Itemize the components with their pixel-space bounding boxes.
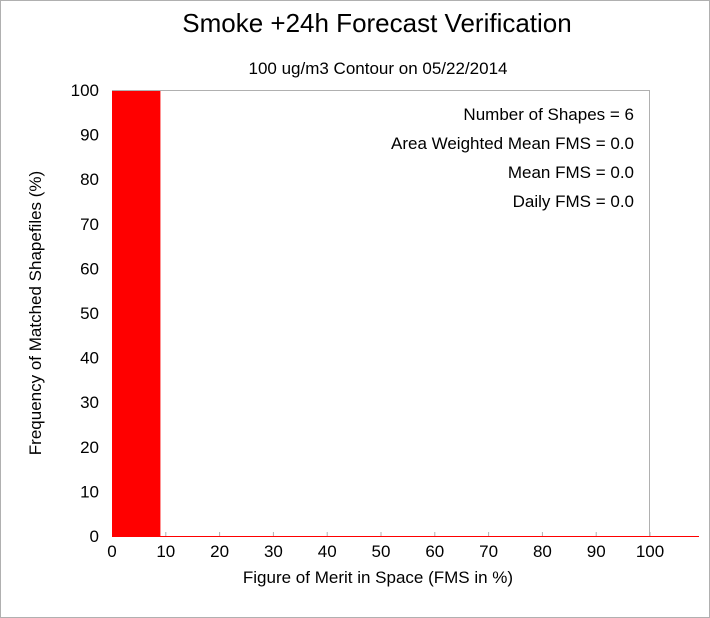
x-tick-label: 30 <box>264 542 283 561</box>
y-tick-label: 10 <box>80 482 99 501</box>
x-tick-label: 90 <box>587 542 606 561</box>
y-tick-label: 90 <box>80 126 99 145</box>
x-tick-label: 50 <box>372 542 391 561</box>
x-tick-label: 10 <box>156 542 175 561</box>
stats-annotations: Number of Shapes = 6 Area Weighted Mean … <box>391 100 634 216</box>
y-tick-label: 60 <box>80 259 99 278</box>
y-tick-label: 20 <box>80 438 99 457</box>
y-tick-label: 0 <box>90 527 99 546</box>
x-axis-label: Figure of Merit in Space (FMS in %) <box>242 568 514 587</box>
annotation-area-weighted-mean-fms: Area Weighted Mean FMS = 0.0 <box>390 134 634 153</box>
chart-title: Smoke +24h Forecast Verification <box>182 8 572 38</box>
chart-subtitle: 100 ug/m3 Contour on 05/22/2014 <box>248 59 508 78</box>
y-tick-label: 30 <box>80 393 99 412</box>
annotation-mean-fms: Mean FMS = 0.0 <box>507 163 634 182</box>
y-tick-label: 100 <box>71 81 99 100</box>
y-tick-label: 80 <box>80 170 99 189</box>
y-tick-label: 40 <box>80 349 99 368</box>
x-tick-label: 0 <box>107 542 116 561</box>
x-tick-label: 40 <box>318 542 337 561</box>
axes-layer <box>112 90 650 536</box>
x-tick-label: 60 <box>425 542 444 561</box>
x-tick-label: 80 <box>533 542 552 561</box>
annotation-number-of-shapes: Number of Shapes = 6 <box>463 105 634 124</box>
annotation-daily-fms: Daily FMS = 0.0 <box>512 192 634 211</box>
y-tick-label: 70 <box>80 215 99 234</box>
y-tick-label: 50 <box>80 304 99 323</box>
x-tick-label: 100 <box>636 542 664 561</box>
bars-layer <box>112 90 161 536</box>
y-axis-label: Frequency of Matched Shapefiles (%) <box>26 170 45 456</box>
histogram-bar-0 <box>112 90 161 536</box>
x-tick-label: 20 <box>210 542 229 561</box>
ticks-layer: 0 10 20 30 40 50 60 70 80 90 100 0 10 20 30 40 50 60 70 80 9… <box>71 81 665 561</box>
x-tick-label: 70 <box>479 542 498 561</box>
